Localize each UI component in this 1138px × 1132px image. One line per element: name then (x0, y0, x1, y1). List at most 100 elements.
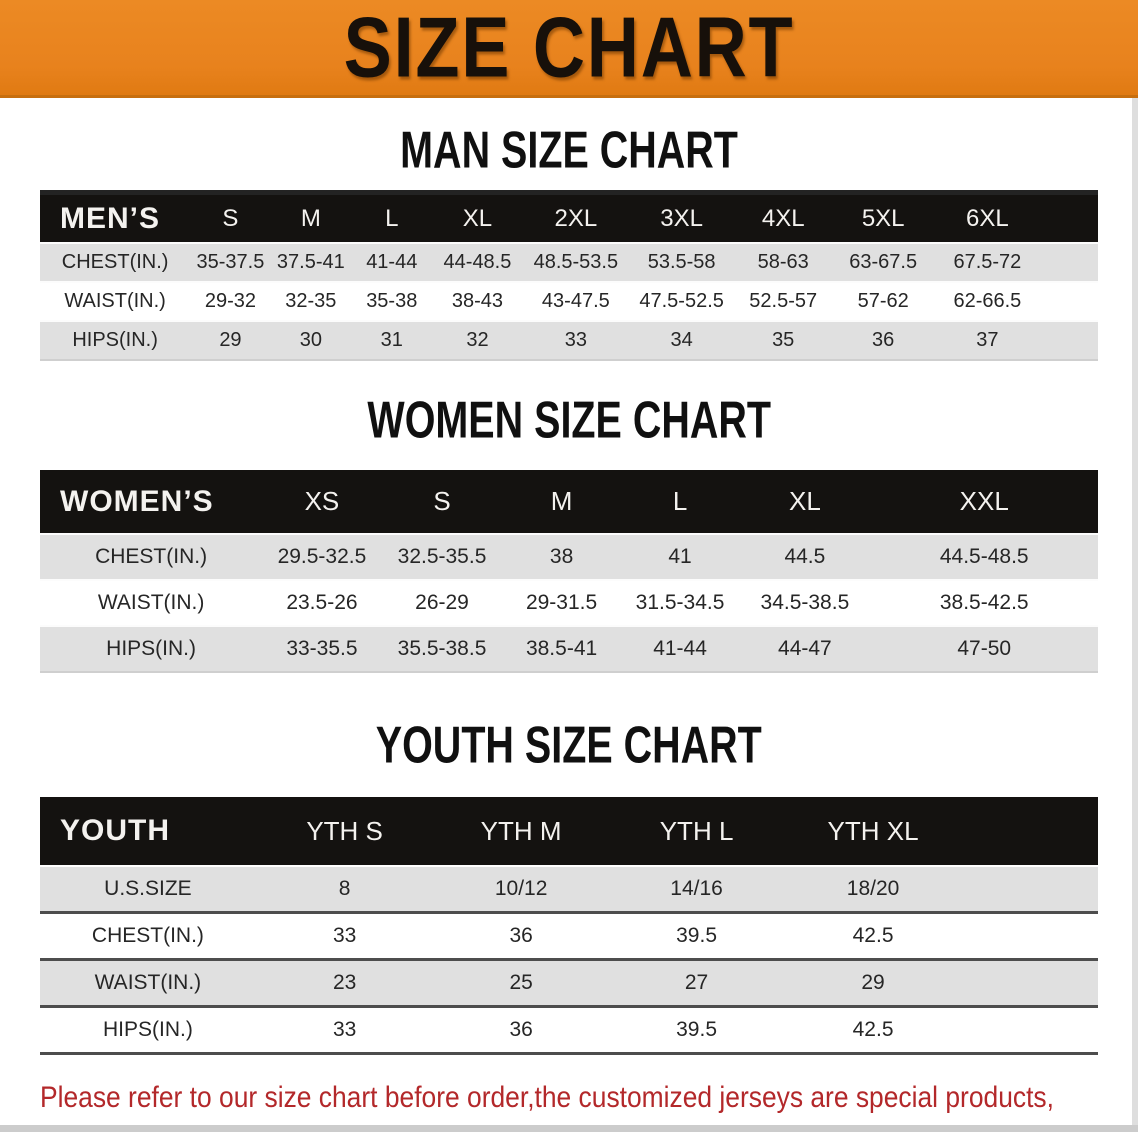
men-size-column-header: 5XL (832, 192, 934, 243)
youth-size-column-header: YTH M (433, 797, 609, 866)
men-size-value-cell: 33 (522, 321, 630, 360)
youth-size-value-cell: 25 (433, 959, 609, 1007)
men-row-label: CHEST(IN.) (40, 243, 191, 282)
youth-size-column-header: YTH L (608, 797, 785, 866)
youth-size-value-cell: 36 (509, 1018, 533, 1041)
men-size-column-header: 4XL (734, 192, 833, 243)
women-size-value-cell: 29.5-32.5 (262, 534, 382, 580)
men-table-row: HIPS(IN.) 29 30 31 32 33 34 35 36 37 (40, 321, 1098, 360)
women-row-label: CHEST(IN.) (40, 534, 263, 580)
disclaimer-line-1: Please refer to our size chart before or… (40, 1081, 1054, 1114)
men-size-value-cell: 47.5-52.5 (639, 290, 724, 312)
women-table-row: WAIST(IN.) 23.5-26 26-29 29-31.5 31.5-34.5 34… (40, 580, 1098, 626)
men-size-value-cell: 29-32 (204, 290, 257, 312)
women-size-value-cell: 41 (620, 534, 740, 580)
men-row-label: HIPS(IN.) (40, 321, 191, 360)
women-size-column-header: XL (739, 470, 871, 534)
men-table-row: CHEST(IN.) 35-37.5 37.5-41 41-44 44-48.5 48.5… (40, 243, 1098, 282)
men-section-heading: MAN SIZE CHART (0, 121, 1138, 178)
youth-size-value-cell: 27 (608, 959, 785, 1007)
women-size-value-cell: 26-29 (415, 591, 469, 614)
women-size-column-header: S (381, 470, 503, 534)
women-table-row: CHEST(IN.) 29.5-32.5 32.5-35.5 38 41 44.5 44.5… (40, 534, 1098, 580)
youth-table-row: U.S.SIZE 8 10/12 14/16 18/20 (40, 866, 1098, 913)
youth-spacer-cell (962, 913, 1098, 960)
women-size-value-cell: 31.5-34.5 (635, 591, 725, 614)
youth-size-value-cell: 39.5 (676, 1018, 717, 1041)
youth-size-value-cell: 18/20 (784, 866, 962, 913)
women-size-value-cell: 44.5 (739, 534, 871, 580)
youth-size-value-cell: 33 (332, 1018, 357, 1041)
women-size-column-header: L (620, 470, 740, 534)
youth-size-value-cell: 29 (784, 959, 962, 1007)
men-spacer-cell (1040, 192, 1098, 243)
women-group-label: WOMEN’S (40, 470, 263, 534)
men-size-value-cell: 34 (629, 321, 734, 360)
women-size-column-header: XXL (870, 470, 1098, 534)
youth-spacer-cell (961, 866, 1098, 913)
women-size-value-cell: 33-35.5 (262, 626, 382, 672)
men-size-value-cell: 35-38 (366, 290, 418, 312)
men-size-value-cell: 36 (832, 321, 934, 360)
men-header-row: MEN’S S M L XL 2XL 3XL 4XL 5XL 6XL (40, 192, 1098, 243)
women-table-row: HIPS(IN.) 33-35.5 35.5-38.5 38.5-41 41-44 44-… (40, 626, 1098, 672)
men-spacer-cell (1040, 243, 1098, 282)
men-size-value-cell: 38-43 (451, 290, 504, 312)
youth-spacer-cell (961, 959, 1098, 1007)
youth-size-table: YOUTH YTH S YTH M YTH L YTH XL U.S.SIZE 8 10/12… (40, 797, 1098, 1055)
women-size-value-cell: 38 (502, 534, 621, 580)
men-size-value-cell: 37.5-41 (270, 243, 352, 282)
men-table-row: WAIST(IN.) 29-32 32-35 35-38 38-43 43-47.5 47.… (40, 282, 1098, 321)
men-size-value-cell: 30 (270, 321, 352, 360)
youth-size-value-cell: 36 (509, 924, 533, 947)
women-size-value-cell: 44.5-48.5 (870, 534, 1098, 580)
youth-table-row: WAIST(IN.) 23 25 27 29 (40, 959, 1098, 1007)
youth-size-value-cell: 14/16 (608, 866, 785, 913)
youth-size-value-cell: 42.5 (852, 1018, 894, 1041)
men-size-value-cell: 32-35 (285, 290, 337, 312)
youth-spacer-cell (961, 797, 1098, 866)
youth-row-label: WAIST(IN.) (40, 959, 256, 1007)
men-row-label: WAIST(IN.) (64, 290, 166, 312)
youth-size-value-cell: 23 (255, 959, 434, 1007)
men-size-column-header: 2XL (522, 192, 630, 243)
banner-title: SIZE CHART (343, 0, 795, 95)
men-size-value-cell: 62-66.5 (953, 290, 1022, 312)
men-size-value-cell: 52.5-57 (749, 290, 818, 312)
men-size-value-cell: 35-37.5 (190, 243, 271, 282)
youth-size-value-cell: 8 (255, 866, 434, 913)
women-size-value-cell: 35.5-38.5 (381, 626, 503, 672)
banner: SIZE CHART (0, 0, 1138, 98)
youth-size-value-cell: 10/12 (433, 866, 609, 913)
men-spacer-cell (1041, 282, 1098, 321)
men-group-label: MEN’S (40, 192, 191, 243)
women-size-column-header: XS (262, 470, 382, 534)
youth-spacer-cell (962, 1007, 1098, 1054)
women-size-value-cell: 47-50 (870, 626, 1098, 672)
youth-group-label: YOUTH (40, 797, 256, 866)
women-size-value-cell: 23.5-26 (286, 591, 358, 614)
women-size-column-header: M (502, 470, 621, 534)
men-size-value-cell: 58-63 (734, 243, 833, 282)
women-size-value-cell: 32.5-35.5 (381, 534, 503, 580)
men-size-value-cell: 43-47.5 (541, 290, 610, 312)
men-size-column-header: 6XL (933, 192, 1041, 243)
men-size-value-cell: 32 (432, 321, 523, 360)
men-size-value-cell: 31 (351, 321, 433, 360)
youth-header-row: YOUTH YTH S YTH M YTH L YTH XL (40, 797, 1098, 866)
men-size-value-cell: 67.5-72 (933, 243, 1041, 282)
youth-size-value-cell: 39.5 (676, 924, 717, 947)
men-size-column-header: L (351, 192, 433, 243)
men-spacer-cell (1040, 321, 1098, 360)
women-section-heading: WOMEN SIZE CHART (0, 391, 1138, 448)
women-size-value-cell: 38.5-41 (502, 626, 621, 672)
youth-size-column-header: YTH S (255, 797, 434, 866)
men-size-value-cell: 53.5-58 (629, 243, 734, 282)
women-size-value-cell: 44-47 (739, 626, 871, 672)
youth-size-value-cell: 42.5 (852, 924, 894, 947)
women-row-label: WAIST(IN.) (97, 591, 205, 614)
men-size-table: MEN’S S M L XL 2XL 3XL 4XL 5XL 6XL CHEST(IN.) 35-37… (40, 190, 1098, 361)
men-size-value-cell: 29 (190, 321, 271, 360)
disclaimer: Please refer to our size chart before or… (40, 1077, 1138, 1132)
women-size-value-cell: 29-31.5 (525, 591, 598, 614)
